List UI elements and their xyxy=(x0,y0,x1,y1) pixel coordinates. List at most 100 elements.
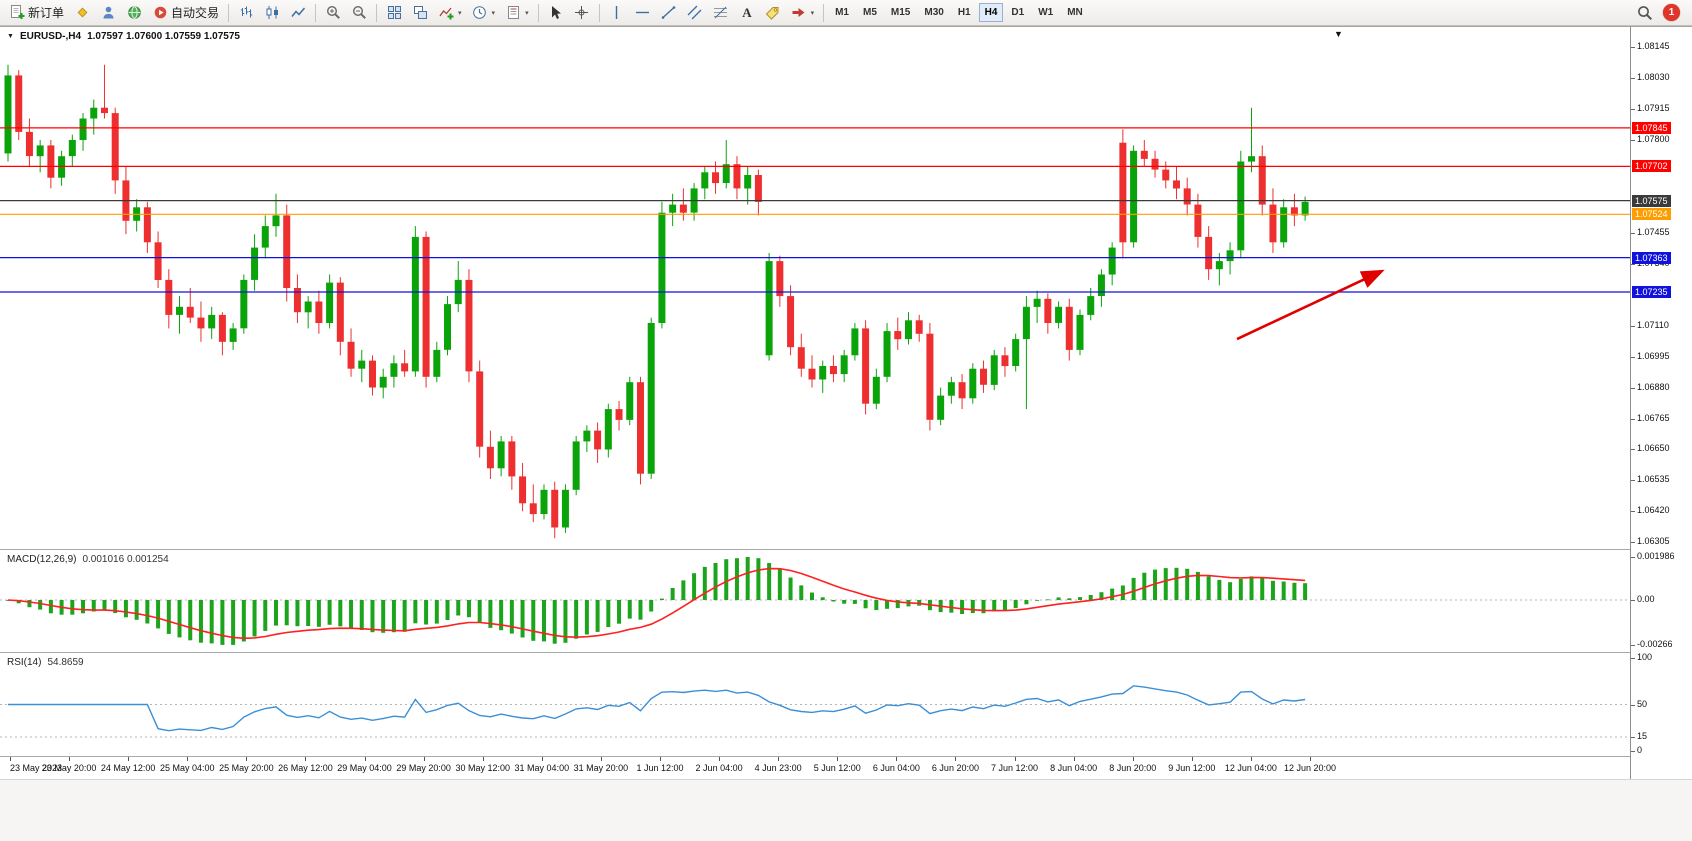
time-tick xyxy=(719,757,721,761)
cascade-windows-button[interactable] xyxy=(407,2,433,24)
cursor-button[interactable] xyxy=(543,2,569,24)
macd-canvas[interactable] xyxy=(0,550,1630,652)
rsi-axis-label: 15 xyxy=(1637,731,1648,742)
community-button[interactable] xyxy=(121,2,147,24)
timeframe-m5-button[interactable]: M5 xyxy=(863,7,877,18)
timeframe-h1-button[interactable]: H1 xyxy=(957,7,971,18)
fibonacci-retracement-button[interactable] xyxy=(708,2,734,24)
fibonacci-retracement-icon xyxy=(713,5,729,21)
axis-tick xyxy=(1631,109,1635,111)
auto-trading-label: 自动交易 xyxy=(171,6,220,20)
time-tick xyxy=(1132,757,1134,761)
new-order-button[interactable]: 新订单 xyxy=(4,2,69,24)
price-axis-label: 1.06765 xyxy=(1637,412,1670,423)
time-axis-label: 6 Jun 20:00 xyxy=(931,763,979,773)
price-axis-label: 1.07800 xyxy=(1637,134,1670,144)
search-button[interactable] xyxy=(1637,5,1653,21)
axis-tick xyxy=(1631,557,1635,559)
timeframe-mn-button[interactable]: MN xyxy=(1067,7,1083,18)
vertical-line-button[interactable] xyxy=(604,2,630,24)
horizontal-line-button[interactable] xyxy=(630,2,656,24)
price-axis-label: 1.06995 xyxy=(1637,350,1670,361)
panel-separator[interactable] xyxy=(0,652,1692,653)
time-tick xyxy=(778,757,780,761)
toolbar-separator xyxy=(315,3,317,22)
new-order-label: 新订单 xyxy=(28,6,65,20)
price-axis-label: 1.07110 xyxy=(1637,319,1669,330)
panel-separator xyxy=(0,756,1692,757)
axis-tick xyxy=(1631,751,1635,752)
auto-trading-icon xyxy=(152,5,168,21)
rsi-header: RSI(14) 54.8659 xyxy=(7,657,84,668)
time-axis-label: 12 Jun 20:00 xyxy=(1283,763,1337,773)
toolbar-separator xyxy=(376,3,378,22)
rsi-axis-label: 100 xyxy=(1637,652,1653,662)
market-watch-button[interactable] xyxy=(95,2,121,24)
metaeditor-icon xyxy=(74,5,90,21)
text-button[interactable]: A xyxy=(734,2,760,24)
indicators-button[interactable]: ▾ xyxy=(433,2,467,24)
timeframe-m30-button[interactable]: M30 xyxy=(924,7,944,18)
text-label-button[interactable] xyxy=(760,2,786,24)
axis-tick xyxy=(1631,325,1635,327)
equidistant-channel-button[interactable] xyxy=(682,2,708,24)
timeframe-m15-button[interactable]: M15 xyxy=(890,7,911,18)
price-level-badge: 1.07575 xyxy=(1632,194,1671,207)
bar-chart-button[interactable] xyxy=(233,2,259,24)
trendline-button[interactable] xyxy=(656,2,682,24)
candlestick-chart-button[interactable] xyxy=(259,2,285,24)
time-axis-label: 26 May 12:00 xyxy=(278,763,333,773)
time-axis-label: 12 Jun 04:00 xyxy=(1224,763,1277,773)
time-tick xyxy=(482,757,484,761)
time-axis-label: 5 Jun 12:00 xyxy=(813,763,861,773)
axis-tick xyxy=(1631,449,1635,451)
line-chart-button[interactable] xyxy=(285,2,311,24)
arrows-icon xyxy=(791,5,807,21)
macd-header: MACD(12,26,9) 0.001016 0.001254 xyxy=(7,554,169,565)
notifications-badge[interactable]: 1 xyxy=(1663,4,1680,21)
time-axis-label: 8 Jun 04:00 xyxy=(1050,763,1098,773)
axis-tick xyxy=(1631,644,1635,646)
time-tick xyxy=(1014,757,1016,761)
time-tick xyxy=(305,757,307,761)
zoom-out-icon xyxy=(351,5,367,21)
timeframe-h4-button[interactable]: H4 xyxy=(978,3,1004,22)
rsi-axis-label: 50 xyxy=(1637,698,1648,709)
time-axis-label: 29 May 20:00 xyxy=(396,763,451,773)
auto-trading-button[interactable]: 自动交易 xyxy=(147,2,224,24)
panel-separator[interactable] xyxy=(0,549,1692,550)
chart-symbol-period: EURUSD-,H4 xyxy=(19,31,82,42)
metaeditor-button[interactable] xyxy=(69,2,95,24)
dropdown-caret-icon: ▾ xyxy=(458,9,462,17)
chart-marker-icon: ▼ xyxy=(1334,29,1343,39)
arrows-button[interactable]: ▾ xyxy=(786,2,820,24)
time-tick xyxy=(1073,757,1075,761)
price-axis-label: 1.06305 xyxy=(1637,536,1670,547)
zoom-in-button[interactable] xyxy=(320,2,346,24)
timeframe-m1-button[interactable]: M1 xyxy=(835,7,849,18)
cascade-windows-icon xyxy=(412,5,428,21)
time-axis[interactable]: 23 May 2023 23 May 20:00 24 May 12:00 25 Ma… xyxy=(0,757,1630,779)
zoom-out-button[interactable] xyxy=(346,2,372,24)
templates-button[interactable]: ▾ xyxy=(500,2,534,24)
price-axis-label: 1.07455 xyxy=(1637,226,1670,237)
time-tick xyxy=(600,757,602,761)
rsi-canvas[interactable] xyxy=(0,653,1630,756)
time-axis-label: 2 Jun 04:00 xyxy=(695,763,743,773)
axis-tick xyxy=(1631,511,1635,513)
time-axis-label: 24 May 12:00 xyxy=(100,763,156,773)
timeframe-d1-button[interactable]: D1 xyxy=(1011,7,1025,18)
price-axis-label: 1.07915 xyxy=(1637,103,1670,114)
price-axis[interactable]: 1.08145 1.08030 1.07915 1.07800 1.07455 1.073… xyxy=(1630,27,1692,779)
chart-dropdown-icon[interactable]: ▼ xyxy=(7,33,14,40)
crosshair-icon xyxy=(574,5,590,21)
main-chart-canvas[interactable] xyxy=(0,27,1630,549)
crosshair-button[interactable] xyxy=(569,2,595,24)
time-axis-label: 30 May 12:00 xyxy=(455,763,510,773)
time-tick xyxy=(246,757,248,761)
time-axis-label: 8 Jun 20:00 xyxy=(1109,763,1157,773)
trendline-icon xyxy=(661,5,677,21)
timeframe-w1-button[interactable]: W1 xyxy=(1038,7,1054,18)
periods-button[interactable]: ▾ xyxy=(467,2,501,24)
tile-windows-button[interactable] xyxy=(381,2,407,24)
